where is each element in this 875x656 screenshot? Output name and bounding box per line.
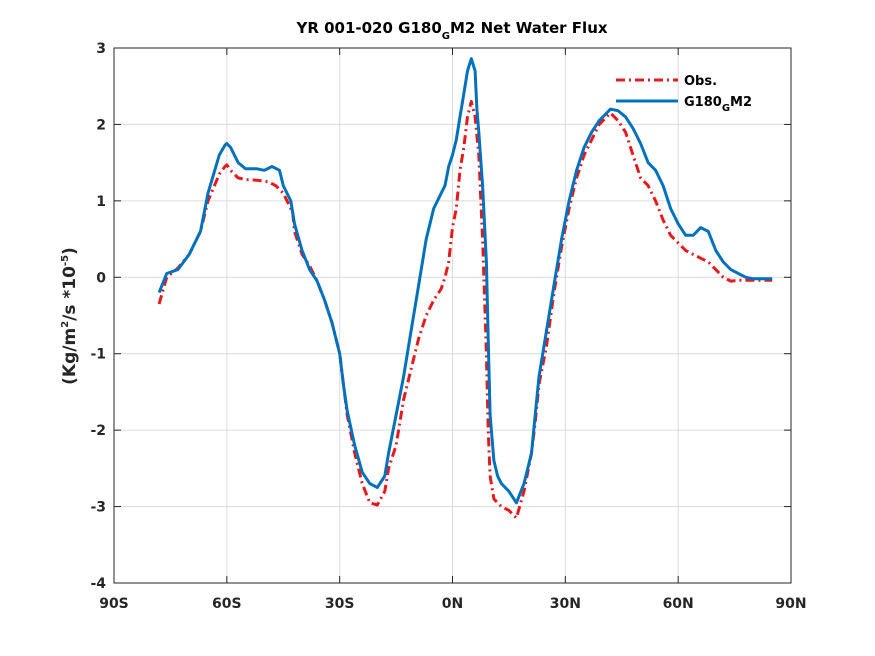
y-tick-label: -4 [90, 576, 106, 592]
y-tick-label: -2 [90, 423, 106, 439]
y-tick-label: 2 [96, 117, 106, 133]
x-tick-label: 0N [442, 596, 463, 612]
obs-series-line [157, 100, 773, 520]
legend: Obs. G180GM2 [616, 74, 752, 114]
y-tick-label: 1 [96, 194, 106, 210]
x-tick-label: 90S [99, 596, 129, 612]
y-tick-label: 3 [96, 41, 106, 57]
y-tick-label: 0 [96, 270, 106, 286]
series-layer [157, 57, 773, 520]
chart-title: YR 001-020 G180GM2 Net Water Flux [295, 19, 607, 42]
x-tick-label: 60N [663, 596, 694, 612]
x-tick-labels: 90S 60S 30S 0N 30N 60N 90N [99, 596, 806, 612]
legend-model-label: G180GM2 [684, 95, 752, 114]
x-tick-label: 30S [325, 596, 355, 612]
y-tick-labels: -4 -3 -2 -1 0 1 2 3 [90, 41, 106, 592]
x-tick-label: 60S [212, 596, 242, 612]
model-series-line [157, 57, 773, 505]
x-tick-label: 30N [550, 596, 581, 612]
y-axis-label: (Kg/m2/s *10-5) [60, 247, 80, 385]
legend-obs-label: Obs. [684, 74, 717, 89]
y-tick-label: -3 [90, 500, 106, 516]
title-subscript: G [442, 31, 450, 42]
axis-ticks [113, 47, 792, 584]
y-tick-label: -1 [90, 347, 106, 363]
x-tick-label: 90N [775, 596, 806, 612]
